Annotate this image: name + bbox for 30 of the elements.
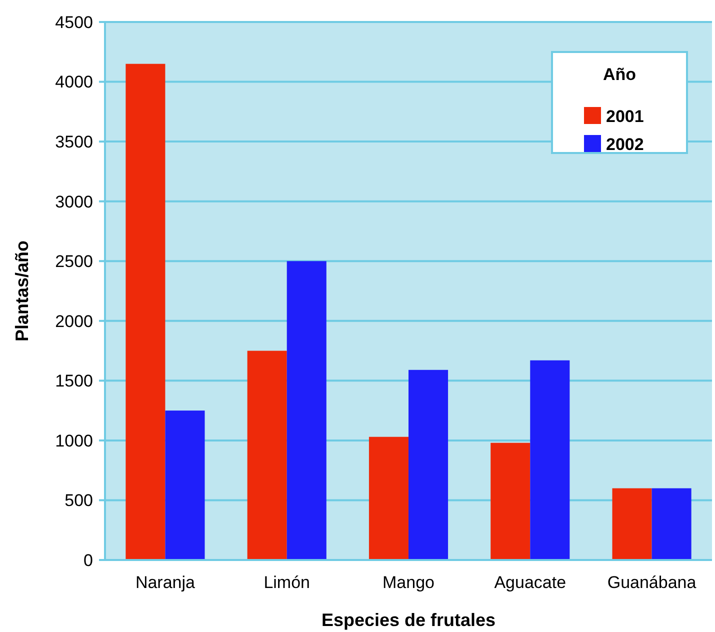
legend-title: Año [602, 65, 636, 84]
y-tick-label: 3000 [55, 192, 93, 212]
legend-label: 2001 [606, 106, 644, 126]
y-tick-label: 2000 [55, 312, 93, 331]
x-tick-label: Mango [382, 573, 434, 592]
y-tick-label: 4500 [55, 12, 93, 32]
x-tick-label: Limón [264, 573, 310, 592]
y-tick-label: 500 [64, 491, 93, 510]
y-tick-label: 4000 [55, 72, 93, 92]
bar [530, 360, 570, 560]
bar [652, 488, 692, 560]
x-tick-label: Aguacate [494, 573, 566, 592]
bar [165, 410, 205, 560]
y-axis-title: Plantas/año [12, 240, 32, 342]
y-tick-label: 1500 [55, 372, 93, 391]
bar [368, 436, 408, 560]
bar [408, 370, 448, 560]
bar [126, 64, 166, 560]
x-tick-label: Guanábana [607, 573, 697, 592]
y-tick-label: 3500 [55, 132, 93, 152]
x-tick-label: Naranja [135, 573, 196, 592]
y-tick-label: 2500 [55, 252, 93, 272]
y-tick-label: 1000 [55, 431, 93, 450]
bar [612, 488, 652, 560]
x-axis-title: Especies de frutales [321, 610, 496, 630]
y-tick-label: 0 [84, 550, 93, 570]
legend-label: 2002 [606, 134, 644, 154]
bar [286, 261, 326, 560]
bar [247, 350, 287, 560]
bar [490, 442, 530, 560]
